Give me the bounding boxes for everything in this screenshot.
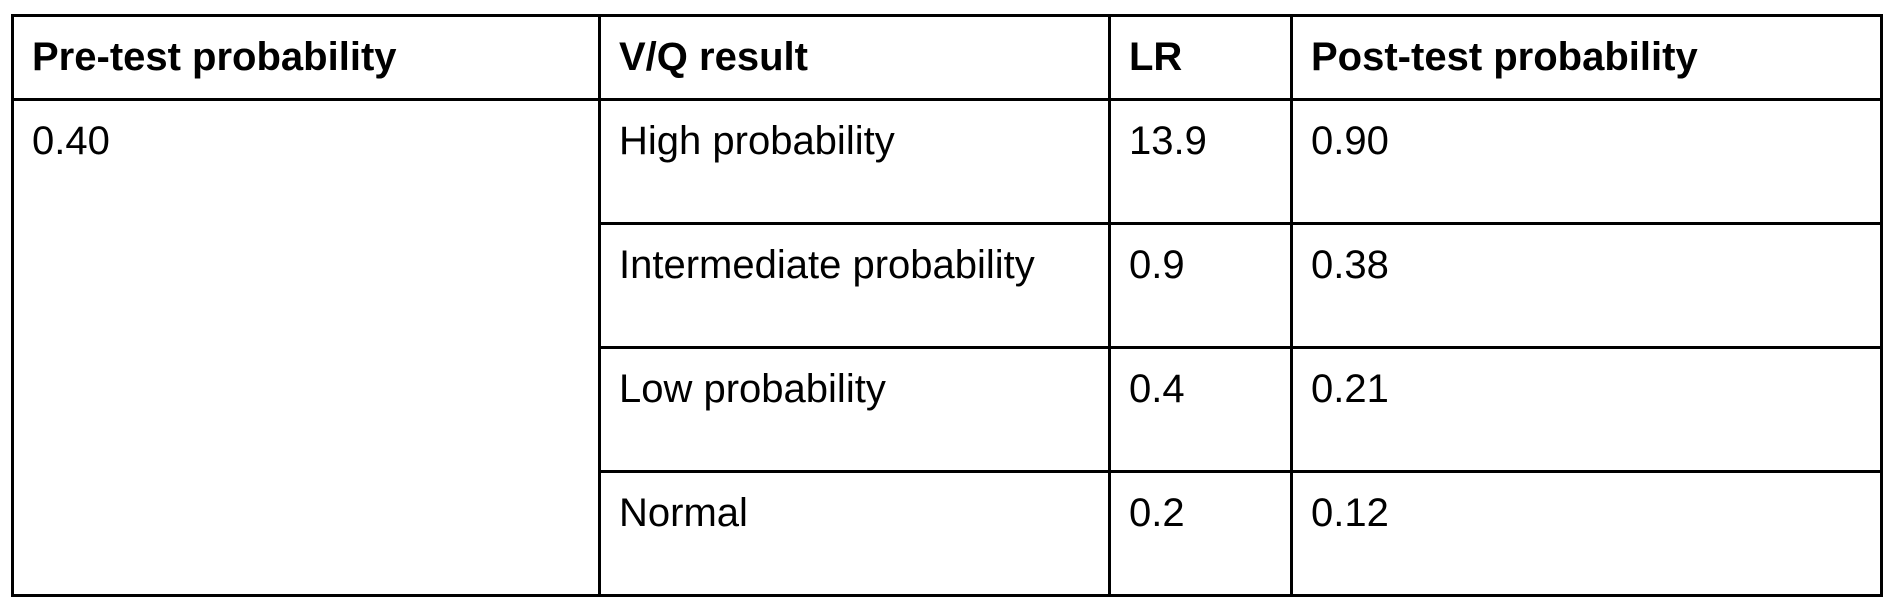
table-row: Normal 0.2 0.12	[13, 470, 1883, 597]
posttest-probability-cell: 0.38	[1290, 222, 1883, 349]
lr-cell: 0.4	[1108, 346, 1293, 473]
pretest-probability-cell: 0.40	[11, 98, 601, 597]
vq-result-cell: Intermediate probability	[598, 222, 1111, 349]
probability-table: Pre-test probability V/Q result LR Post-…	[11, 14, 1883, 597]
header-row: Pre-test probability V/Q result LR Post-…	[11, 14, 1883, 101]
lr-cell: 0.2	[1108, 470, 1293, 597]
vq-result-cell: Low probability	[598, 346, 1111, 473]
posttest-probability-cell: 0.90	[1290, 98, 1883, 225]
posttest-probability-cell: 0.21	[1290, 346, 1883, 473]
vq-result-cell: Normal	[598, 470, 1111, 597]
header-posttest-probability: Post-test probability	[1290, 14, 1883, 101]
posttest-probability-cell: 0.12	[1290, 470, 1883, 597]
lr-cell: 0.9	[1108, 222, 1293, 349]
header-lr: LR	[1108, 14, 1293, 101]
header-vq-result: V/Q result	[598, 14, 1111, 101]
header-pretest-probability: Pre-test probability	[11, 14, 601, 101]
table-row: 0.40 High probability 13.9 0.90	[11, 98, 1883, 597]
table-row: Intermediate probability 0.9 0.38	[13, 222, 1883, 349]
vq-result-cell: High probability	[598, 98, 1111, 225]
lr-cell: 13.9	[1108, 98, 1293, 225]
table-row: Low probability 0.4 0.21	[13, 346, 1883, 473]
